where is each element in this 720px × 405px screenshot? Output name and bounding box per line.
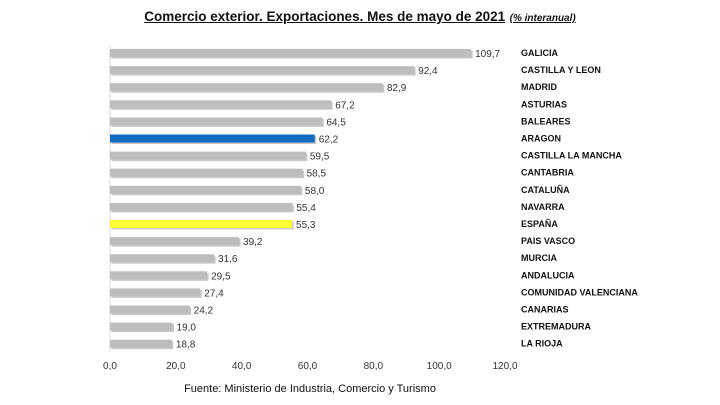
category-label-andalucia: ANDALUCIA [521,270,575,280]
category-label-baleares: BALEARES [521,116,571,126]
bar-pais-vasco [110,237,240,246]
x-tick-label: 0,0 [103,361,117,372]
data-label-andalucia: 29,5 [211,271,231,282]
category-label-galicia: GALICIA [521,48,558,58]
category-label-madrid: MADRID [521,82,557,92]
bar-aragon [110,134,315,143]
data-label-aragon: 62,2 [319,135,339,146]
bar-baleares [110,117,323,126]
bar-la-rioja [110,339,172,348]
bar-espana [110,220,293,228]
category-label-comunidad-valenciana: COMUNIDAD VALENCIANA [521,287,638,297]
data-label-madrid: 82,9 [387,83,407,94]
category-label-espana: ESPAÑA [521,219,558,229]
bar-galicia [110,49,472,57]
data-label-asturias: 67,2 [335,100,355,111]
chart-title-main: Comercio exterior. Exportaciones. Mes de… [144,9,506,24]
x-tick-label: 80,0 [364,361,384,372]
category-label-la-rioja: LA RIOJA [521,339,563,349]
bar-castilla-y-leon [110,66,415,75]
bar-castilla-la-mancha [110,151,306,160]
chart-subtitle: (% interanual) [509,13,576,24]
category-label-extremadura: EXTREMADURA [521,322,592,332]
data-label-espana: 55,3 [296,220,316,231]
category-label-murcia: MURCIA [521,253,557,263]
chart-title: Comercio exterior. Exportaciones. Mes de… [0,8,720,26]
data-label-cataluna: 58,0 [305,186,325,197]
source-note: Fuente: Ministerio de Industria, Comerci… [184,383,436,395]
bar-extremadura [110,322,173,331]
data-label-castilla-y-leon: 92,4 [418,66,438,77]
x-tick-label: 40,0 [232,361,252,372]
data-label-navarra: 55,4 [296,203,316,214]
x-tick-label: 60,0 [298,361,318,372]
data-label-castilla-la-mancha: 59,5 [310,152,330,163]
category-label-aragon: ARAGON [521,134,561,144]
category-label-navarra: NAVARRA [521,202,565,212]
category-label-asturias: ASTURIAS [521,99,567,109]
data-label-comunidad-valenciana: 27,4 [204,288,224,299]
bar-navarra [110,202,293,211]
data-label-pais-vasco: 39,2 [243,237,263,248]
data-label-galicia: 109,7 [475,49,500,60]
bar-murcia [110,254,215,263]
bar-cantabria [110,168,303,177]
data-label-extremadura: 19,0 [177,323,197,334]
bar-comunidad-valenciana [110,288,201,297]
data-label-murcia: 31,6 [218,254,238,265]
data-label-canarias: 24,2 [194,306,214,317]
bar-andalucia [110,271,208,280]
data-label-baleares: 64,5 [326,117,346,128]
x-tick-label: 120,0 [492,361,517,372]
category-label-cantabria: CANTABRIA [521,168,574,178]
category-label-canarias: CANARIAS [521,305,569,315]
category-label-cataluna: CATALUÑA [521,185,570,195]
x-tick-label: 100,0 [427,361,452,372]
x-tick-label: 20,0 [166,361,186,372]
category-label-castilla-y-leon: CASTILLA Y LEON [521,65,601,75]
category-label-castilla-la-mancha: CASTILLA LA MANCHA [521,151,622,161]
data-label-cantabria: 58,5 [307,169,327,180]
bar-madrid [110,83,383,92]
bar-canarias [110,305,190,314]
bar-asturias [110,100,332,109]
bar-cataluna [110,185,301,194]
data-label-la-rioja: 18,8 [176,340,196,351]
category-label-pais-vasco: PAIS VASCO [521,236,575,246]
